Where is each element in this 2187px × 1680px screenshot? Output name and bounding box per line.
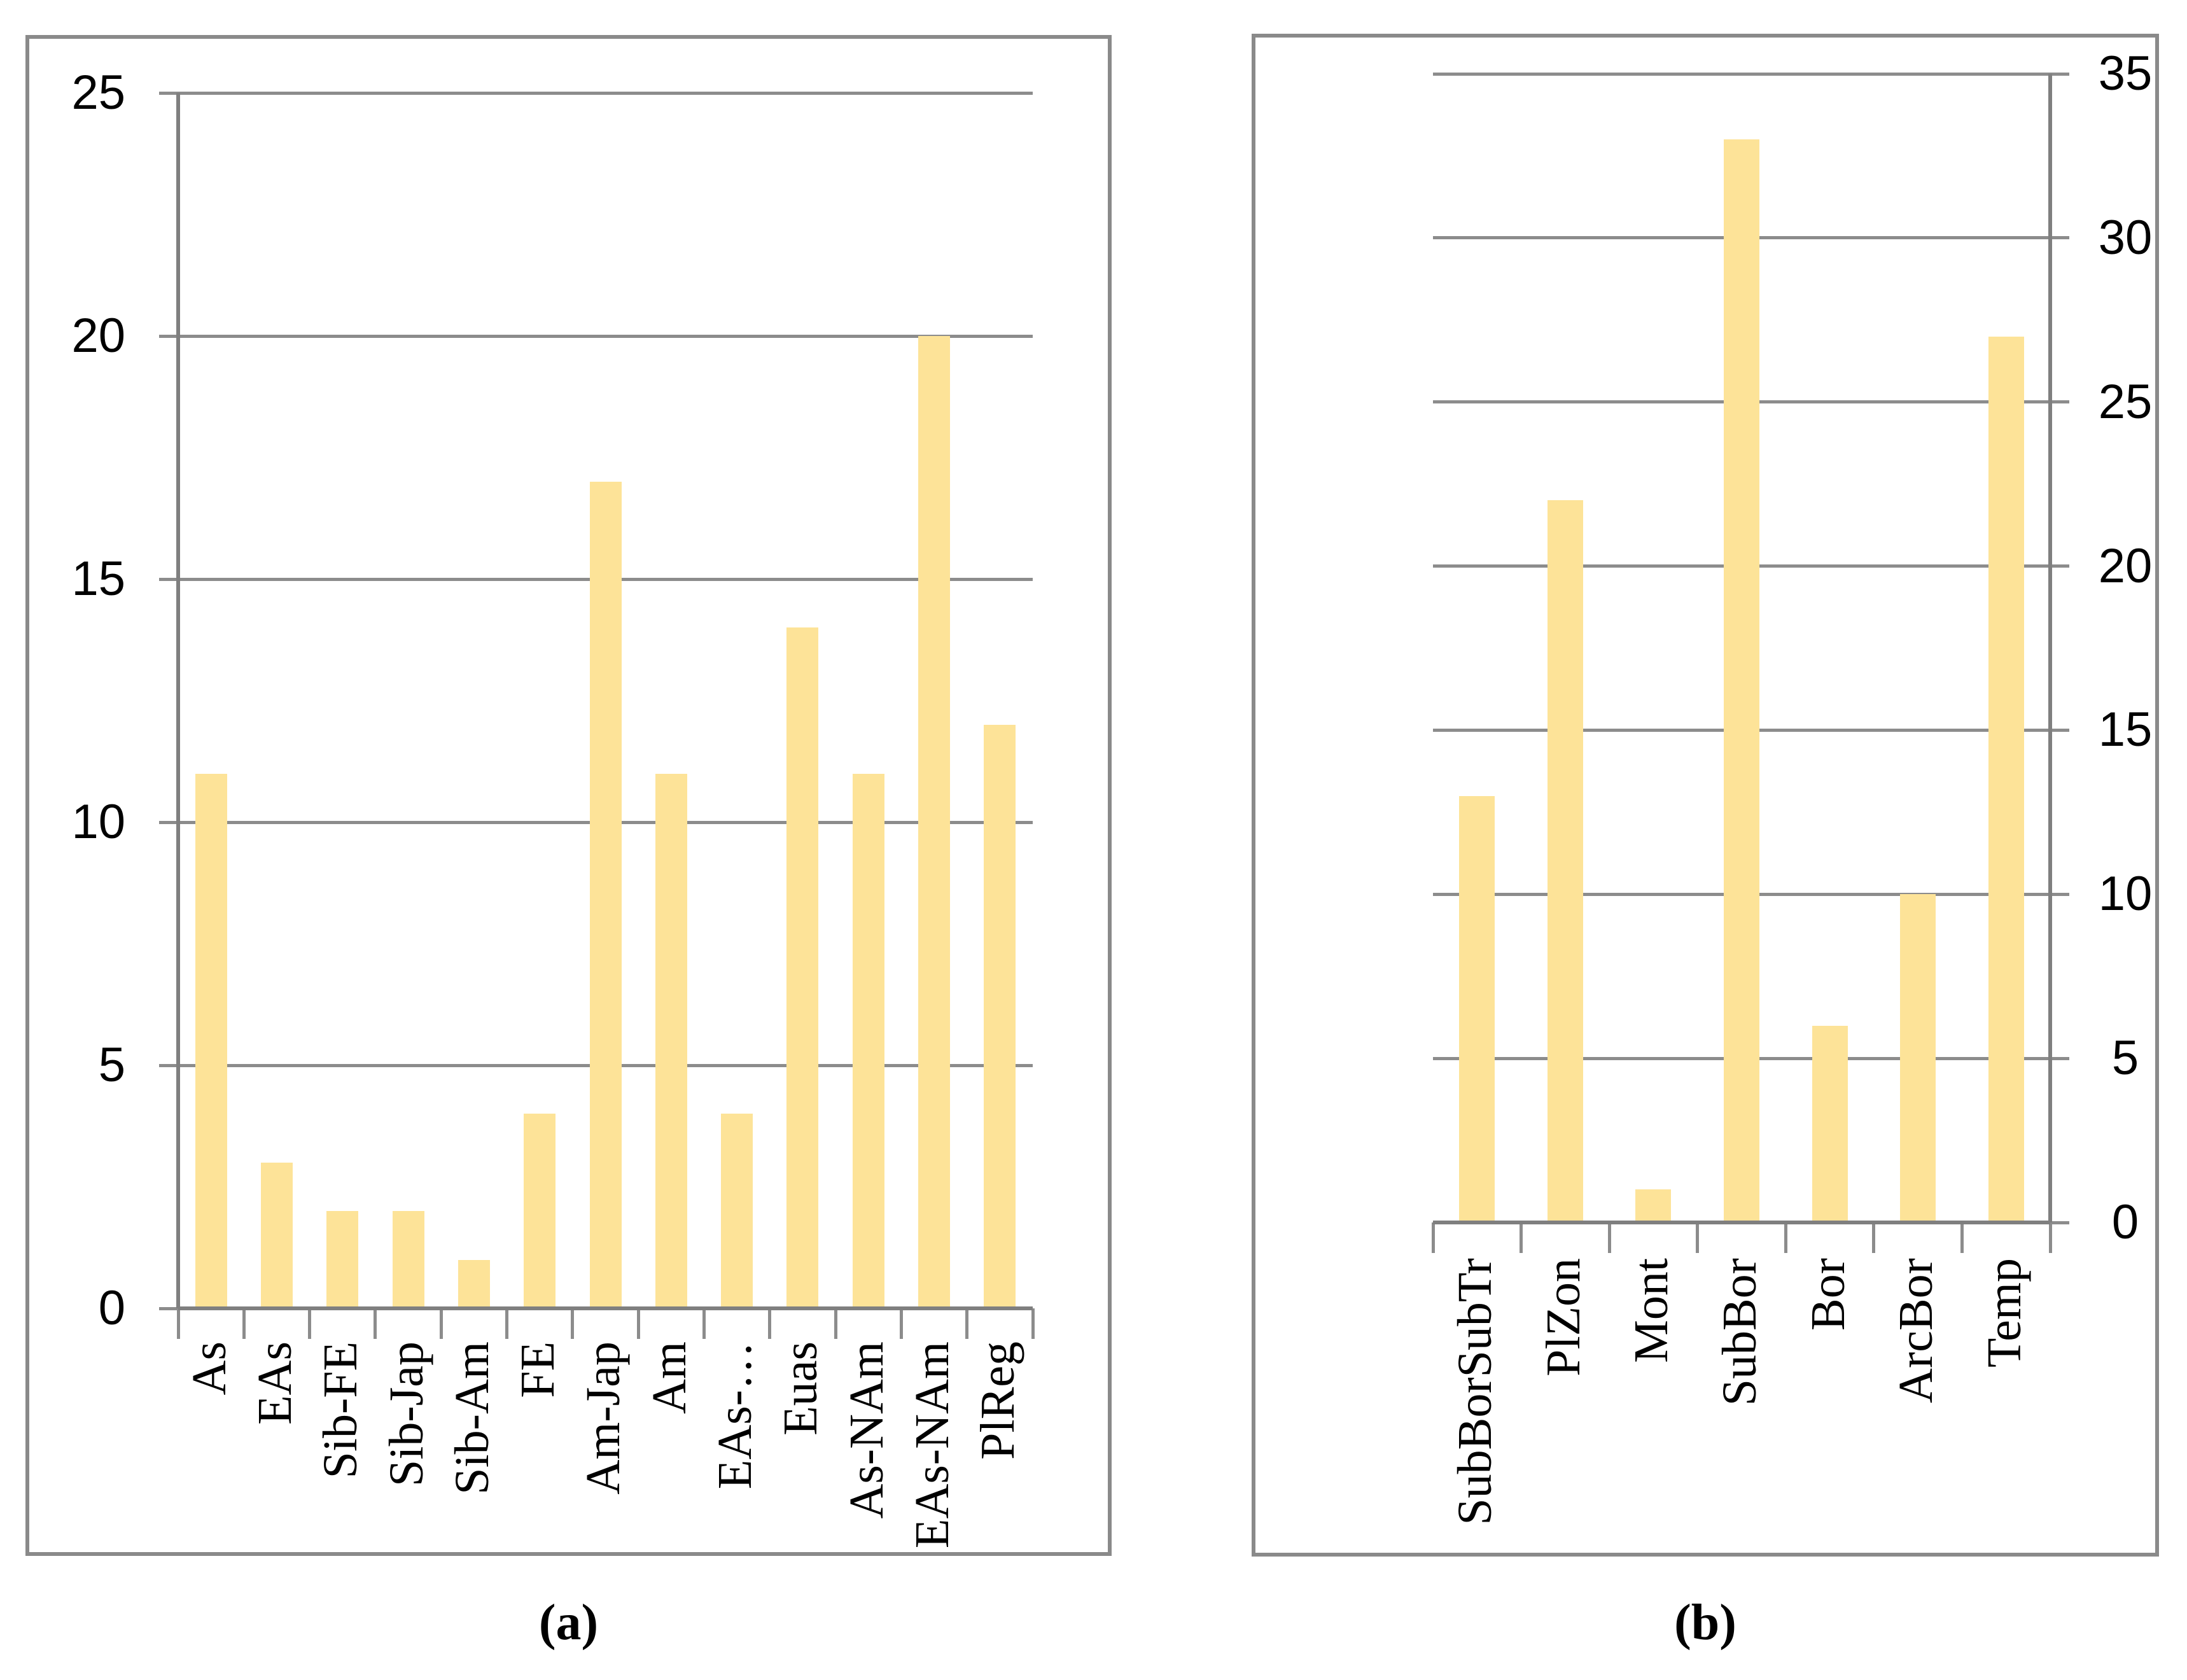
category-tick [242, 1308, 246, 1339]
category-tick [1031, 1308, 1035, 1339]
category-tick [1872, 1222, 1876, 1253]
category-tick [374, 1308, 377, 1339]
bar [1635, 1189, 1672, 1222]
bar [1988, 336, 2024, 1222]
bar [195, 773, 227, 1308]
bar [1459, 795, 1495, 1222]
bar [852, 773, 884, 1308]
y-tick-label: 5 [98, 1038, 125, 1092]
y-tick-label: 0 [98, 1281, 125, 1335]
category-tick [834, 1308, 837, 1339]
bar [1900, 894, 1936, 1222]
category-label: PlZon [1536, 1258, 1590, 1376]
category-label: Mont [1625, 1258, 1679, 1363]
category-tick [768, 1308, 772, 1339]
category-tick [571, 1308, 575, 1339]
bar [326, 1211, 359, 1308]
bar [721, 1114, 753, 1308]
category-tick [702, 1308, 706, 1339]
y-tick-label: 10 [2098, 867, 2153, 921]
category-label: SubBor [1712, 1258, 1766, 1406]
y-tick-label: 10 [71, 795, 125, 849]
value-axis [176, 93, 180, 1308]
bar [918, 336, 951, 1308]
category-tick [1520, 1222, 1523, 1253]
y-tick-label: 35 [2098, 46, 2153, 101]
category-tick [636, 1308, 640, 1339]
category-axis [1433, 1221, 2050, 1224]
category-tick [1607, 1222, 1611, 1253]
gridline [159, 334, 1033, 338]
category-tick [1784, 1222, 1787, 1253]
gridline [159, 91, 1033, 95]
y-tick-label: 20 [71, 309, 125, 363]
category-tick [965, 1308, 969, 1339]
category-tick [2048, 1222, 2052, 1253]
category-label: Bor [1801, 1258, 1855, 1331]
value-axis [2048, 74, 2052, 1222]
caption-a: (a) [538, 1595, 599, 1651]
category-label: ArcBor [1889, 1258, 1943, 1403]
category-label: Temp [1977, 1258, 2031, 1368]
bar [1812, 1025, 1848, 1222]
category-tick [439, 1308, 443, 1339]
caption-b: (b) [1674, 1595, 1736, 1651]
y-tick-label: 15 [71, 552, 125, 606]
y-tick-label: 0 [2111, 1195, 2139, 1249]
y-tick-label: 20 [2098, 538, 2153, 593]
bar [984, 725, 1016, 1308]
bar [655, 773, 687, 1308]
y-tick-label: 30 [2098, 210, 2153, 265]
y-tick-label: 25 [2098, 374, 2153, 429]
value-tick [2050, 1221, 2069, 1224]
category-tick [176, 1308, 180, 1339]
y-tick-label: 5 [2111, 1031, 2139, 1086]
value-tick [159, 1306, 178, 1310]
y-tick-label: 25 [71, 66, 125, 120]
bar [1724, 139, 1759, 1222]
y-tick-label: 15 [2098, 703, 2153, 757]
bar [260, 1162, 293, 1308]
category-tick [899, 1308, 903, 1339]
bar [524, 1114, 556, 1308]
bar [1547, 500, 1583, 1222]
bar [458, 1259, 490, 1308]
category-axis [178, 1306, 1033, 1310]
bar [786, 627, 819, 1308]
bar [392, 1211, 424, 1308]
category-tick [1960, 1222, 1964, 1253]
category-tick [308, 1308, 312, 1339]
category-label: SubBorSubTr [1448, 1258, 1502, 1525]
gridline [1433, 72, 2069, 76]
category-tick [1431, 1222, 1435, 1253]
category-tick [1696, 1222, 1700, 1253]
category-tick [505, 1308, 509, 1339]
bar [589, 482, 622, 1308]
